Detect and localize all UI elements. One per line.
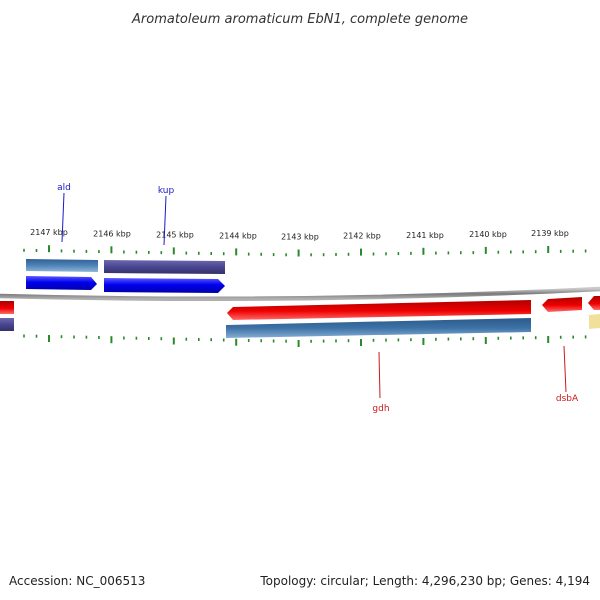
cds-ald-arrow[interactable] (26, 276, 97, 290)
reverse-strand-features (0, 296, 600, 338)
gene-gdh-feature[interactable] (226, 318, 531, 338)
tick-label: 2147 kbp (30, 228, 68, 237)
tick-label: 2144 kbp (219, 231, 257, 240)
accession-label: Accession: NC_006513 (9, 574, 146, 588)
gene-label-kup[interactable]: kup (158, 186, 175, 196)
outer-tick-marks (23, 245, 587, 257)
cds-gdh-arrow[interactable] (227, 300, 531, 320)
tick-label: 2142 kbp (343, 232, 381, 241)
gene-kup-feature[interactable] (104, 260, 225, 274)
cds-dsbA-arrow[interactable] (542, 297, 582, 312)
gene-label-ald[interactable]: ald (57, 183, 71, 193)
tick-label: 2139 kbp (531, 229, 569, 238)
gene-label-gdh[interactable]: gdh (372, 404, 389, 414)
cds-right-edge-arrow[interactable] (588, 296, 600, 310)
tick-labels: 2147 kbp 2146 kbp 2145 kbp 2144 kbp 2143 kbp… (30, 228, 569, 241)
inner-tick-marks (23, 334, 587, 347)
gene-label-dsbA[interactable]: dsbA (556, 394, 579, 404)
label-leader-lines (61, 192, 567, 399)
cds-left-edge-arrow[interactable] (0, 301, 14, 314)
genome-title: Aromatoleum aromaticum EbN1, complete ge… (131, 12, 468, 27)
tick-label: 2145 kbp (156, 230, 194, 239)
gene-left-edge-feature[interactable] (0, 318, 14, 331)
tick-label: 2140 kbp (469, 230, 507, 239)
cds-kup-arrow[interactable] (104, 278, 225, 293)
dsbA-leader-line (563, 345, 567, 393)
ald-leader-line (61, 192, 65, 243)
tick-label: 2141 kbp (406, 231, 444, 240)
forward-strand-features (26, 259, 225, 293)
genome-summary: Topology: circular; Length: 4,296,230 bp… (260, 574, 590, 588)
feature-right-edge[interactable] (589, 314, 600, 329)
kup-leader-line (163, 195, 167, 246)
gene-labels: ald kup gdh dsbA (57, 183, 579, 414)
gdh-leader-line (378, 351, 381, 399)
genome-backbone (0, 286, 600, 302)
gene-ald-feature[interactable] (26, 259, 98, 272)
tick-label: 2146 kbp (93, 229, 131, 238)
tick-label: 2143 kbp (281, 233, 319, 242)
